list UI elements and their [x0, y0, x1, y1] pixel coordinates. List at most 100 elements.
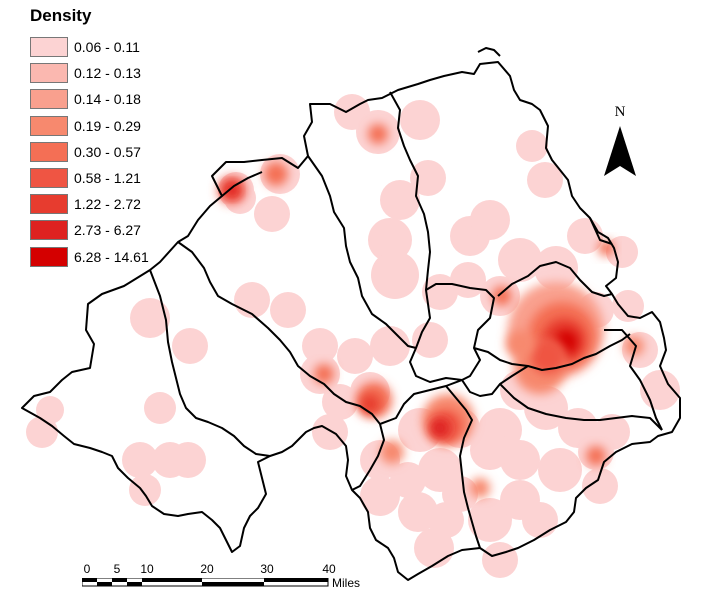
legend-label: 0.12 - 0.13: [74, 65, 141, 82]
legend-swatch: [30, 168, 68, 189]
legend-swatch: [30, 141, 68, 162]
density-circle: [527, 162, 563, 198]
legend-label: 0.30 - 0.57: [74, 143, 141, 160]
density-circle: [360, 476, 400, 516]
density-circle: [606, 236, 638, 268]
density-circle: [522, 502, 558, 538]
outer-boundary: [21, 61, 681, 581]
density-hotspot: [368, 124, 388, 144]
scale-tick-label: 30: [260, 562, 274, 576]
density-hotspot: [360, 394, 380, 414]
island-north: [477, 47, 501, 57]
density-hotspot: [506, 330, 534, 358]
scale-tick-label: 40: [322, 562, 336, 576]
legend-label: 0.19 - 0.29: [74, 117, 141, 134]
scale-tick-label: 10: [140, 562, 154, 576]
density-circle: [312, 414, 348, 450]
legend-label: 6.28 - 14.61: [74, 248, 149, 265]
density-hotspot: [264, 162, 288, 186]
density-circle: [414, 528, 454, 568]
density-circle: [498, 238, 542, 282]
scale-tick-label: 0: [83, 562, 91, 576]
legend-item: 0.58 - 1.21: [30, 165, 149, 191]
legend-title: Density: [30, 6, 92, 25]
internal-boundary-7: [499, 383, 663, 431]
density-circle: [534, 246, 578, 290]
density-circle: [398, 492, 438, 532]
scale-tick-label: 5: [113, 562, 121, 576]
hotspot-layer: [218, 124, 644, 498]
density-circle: [172, 328, 208, 364]
legend-item: 0.19 - 0.29: [30, 113, 149, 139]
density-circle: [482, 542, 518, 578]
density-circle: [270, 292, 306, 328]
density-circle: [410, 160, 446, 196]
legend-label: 1.22 - 2.72: [74, 196, 141, 213]
internal-boundary-5: [461, 333, 631, 397]
lough-neagh: [409, 283, 495, 383]
density-circle: [370, 326, 410, 366]
donegal-coast: [221, 171, 263, 197]
legend-item: 0.06 - 0.11: [30, 34, 149, 60]
density-hotspot: [225, 183, 239, 197]
density-circle: [470, 200, 510, 240]
legend-swatch: [30, 63, 68, 84]
scale-bar: 0 5 10 20 30 40 Miles: [82, 562, 382, 602]
legend-swatch: [30, 246, 68, 267]
legend-swatch: [30, 115, 68, 136]
legend-swatch: [30, 194, 68, 215]
density-circle: [170, 442, 206, 478]
density-circle: [400, 100, 440, 140]
density-hotspot: [314, 364, 334, 384]
legend-item: 0.14 - 0.18: [30, 86, 149, 112]
density-circle: [390, 462, 426, 498]
density-hotspot: [492, 286, 512, 306]
legend: Density 0.06 - 0.11 0.12 - 0.13 0.14 - 0.1…: [30, 6, 149, 270]
density-circle: [582, 468, 618, 504]
legend-swatch: [30, 220, 68, 241]
density-hotspot: [430, 418, 450, 438]
density-hotspot: [380, 440, 404, 464]
legend-item: 0.30 - 0.57: [30, 139, 149, 165]
legend-label: 0.58 - 1.21: [74, 170, 141, 187]
density-circle: [612, 290, 644, 322]
boundary-lines: [21, 47, 681, 581]
density-circle: [302, 328, 338, 364]
north-arrow-icon: [604, 126, 636, 176]
density-hotspot: [470, 478, 490, 498]
legend-swatch: [30, 37, 68, 58]
density-circle: [368, 218, 412, 262]
north-arrow: N: [600, 104, 640, 180]
density-circle: [144, 392, 176, 424]
legend-label: 2.73 - 6.27: [74, 222, 141, 239]
density-circle: [234, 282, 270, 318]
north-label: N: [614, 104, 626, 120]
legend-label: 0.14 - 0.18: [74, 91, 141, 108]
density-circle: [122, 442, 158, 478]
density-circle: [337, 338, 373, 374]
internal-boundary-2: [307, 155, 417, 349]
internal-boundary-8: [497, 261, 613, 297]
density-circle: [371, 251, 419, 299]
density-hotspot: [586, 446, 606, 466]
internal-boundary-1: [389, 91, 431, 291]
density-circle: [322, 384, 358, 420]
coast-detail-east: [589, 217, 663, 431]
density-circle: [538, 448, 582, 492]
density-hotspot: [624, 336, 644, 356]
low-density-layer: [26, 94, 680, 578]
legend-item: 2.73 - 6.27: [30, 217, 149, 243]
density-circle: [470, 430, 510, 470]
density-circle: [516, 130, 548, 162]
density-circle: [36, 396, 64, 424]
density-circle: [412, 322, 448, 358]
legend-label: 0.06 - 0.11: [74, 39, 140, 56]
legend-item: 6.28 - 14.61: [30, 244, 149, 270]
density-circle: [380, 180, 420, 220]
density-hotspot: [530, 338, 566, 374]
density-circle: [130, 298, 170, 338]
legend-swatch: [30, 89, 68, 110]
density-circle: [129, 474, 161, 506]
scale-tick-label: 20: [200, 562, 214, 576]
